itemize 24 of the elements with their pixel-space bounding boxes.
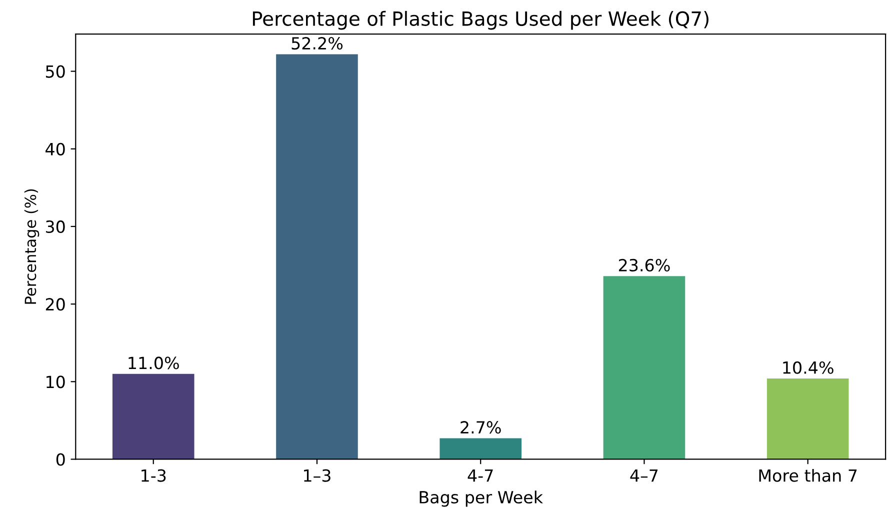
y-tick-label: 0 bbox=[56, 453, 65, 466]
bar bbox=[440, 438, 522, 460]
y-tick-label: 20 bbox=[46, 298, 65, 311]
y-tick-label: 30 bbox=[46, 220, 65, 234]
data-label: 52.2% bbox=[292, 36, 343, 50]
y-tick-label: 10 bbox=[46, 376, 65, 388]
x-tick-label: 4-7 bbox=[468, 469, 493, 482]
x-tick-label: 1-3 bbox=[142, 469, 166, 482]
data-label: 11.0% bbox=[128, 356, 179, 370]
bar bbox=[603, 276, 686, 460]
data-label: 23.6% bbox=[618, 258, 670, 272]
chart-title: Percentage of Plastic Bags Used per Week (Q7) bbox=[252, 10, 708, 30]
x-tick-label: 1–3 bbox=[304, 469, 330, 482]
bar bbox=[112, 374, 194, 460]
y-axis-title: Percentage (%) bbox=[24, 189, 40, 304]
x-tick-label: 4–7 bbox=[630, 469, 658, 482]
y-tick-label: 50 bbox=[46, 65, 65, 78]
x-axis-title: Bags per Week bbox=[420, 490, 543, 507]
bar bbox=[276, 54, 358, 460]
bar bbox=[766, 378, 849, 460]
y-tick-label: 40 bbox=[46, 142, 65, 156]
data-label: 10.4% bbox=[783, 361, 834, 374]
data-label: 2.7% bbox=[460, 421, 501, 434]
x-tick-label: More than 7 bbox=[759, 468, 857, 482]
